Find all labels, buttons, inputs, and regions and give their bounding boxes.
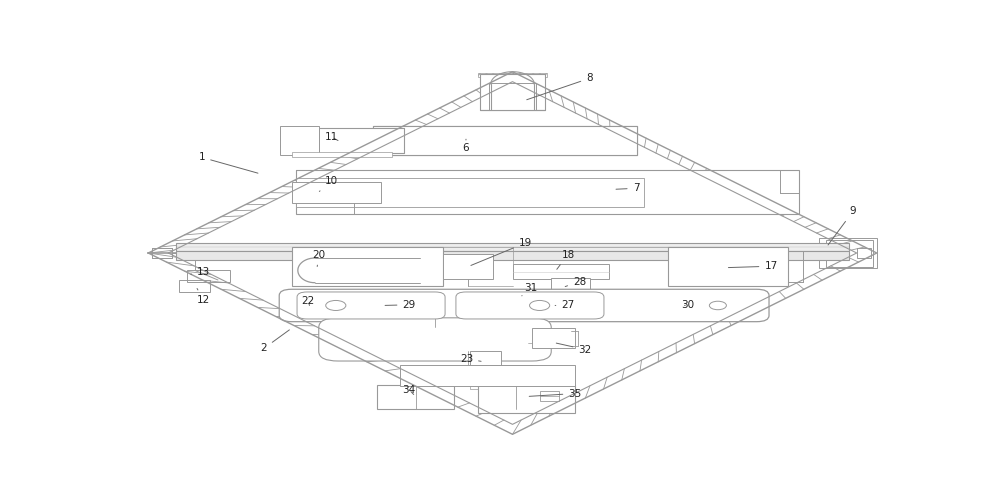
Bar: [509, 291, 536, 301]
Bar: [480, 74, 545, 110]
Text: 1: 1: [199, 152, 258, 173]
Bar: [478, 385, 574, 413]
Bar: [551, 279, 590, 295]
Text: 23: 23: [460, 354, 481, 364]
Bar: [377, 385, 454, 409]
Bar: [292, 128, 404, 153]
Bar: [179, 280, 210, 292]
Bar: [512, 264, 609, 279]
Bar: [373, 126, 637, 155]
Bar: [292, 151, 392, 157]
Bar: [826, 239, 873, 267]
FancyBboxPatch shape: [297, 292, 445, 319]
Bar: [400, 365, 574, 386]
Text: 27: 27: [555, 300, 575, 310]
Text: 8: 8: [527, 73, 593, 100]
FancyBboxPatch shape: [319, 318, 551, 361]
Text: 12: 12: [197, 289, 210, 305]
Bar: [470, 351, 501, 373]
Bar: [489, 83, 536, 110]
Text: 20: 20: [313, 249, 326, 267]
Bar: [187, 271, 230, 282]
Bar: [280, 126, 319, 155]
Bar: [292, 182, 381, 203]
Bar: [152, 248, 172, 258]
Bar: [176, 251, 849, 260]
Text: 10: 10: [319, 176, 338, 191]
Bar: [152, 248, 172, 258]
Bar: [296, 178, 644, 207]
Bar: [373, 126, 637, 155]
Bar: [176, 242, 849, 251]
Text: 22: 22: [302, 296, 315, 306]
Text: 18: 18: [557, 249, 575, 270]
Bar: [532, 328, 574, 348]
Bar: [857, 248, 871, 258]
FancyBboxPatch shape: [456, 292, 604, 319]
Bar: [443, 254, 493, 279]
Text: 11: 11: [325, 132, 338, 142]
FancyBboxPatch shape: [279, 289, 769, 322]
Bar: [819, 237, 877, 269]
Text: 13: 13: [191, 267, 210, 277]
Bar: [296, 183, 373, 201]
Text: 2: 2: [261, 330, 289, 353]
Text: 35: 35: [529, 388, 582, 398]
Bar: [668, 247, 788, 286]
Bar: [280, 127, 315, 153]
Bar: [296, 170, 799, 214]
Text: 17: 17: [728, 261, 778, 271]
Text: 31: 31: [522, 283, 537, 296]
Text: 19: 19: [471, 238, 532, 266]
Text: 6: 6: [462, 139, 469, 153]
Text: 29: 29: [385, 300, 416, 310]
Text: 34: 34: [402, 385, 416, 395]
Text: 32: 32: [556, 343, 592, 355]
Bar: [478, 73, 547, 78]
Bar: [292, 247, 443, 286]
Text: 28: 28: [565, 277, 586, 287]
Text: 7: 7: [616, 183, 639, 193]
Bar: [540, 391, 559, 401]
Text: 30: 30: [681, 300, 695, 310]
Text: 9: 9: [828, 206, 856, 245]
Bar: [470, 383, 501, 389]
